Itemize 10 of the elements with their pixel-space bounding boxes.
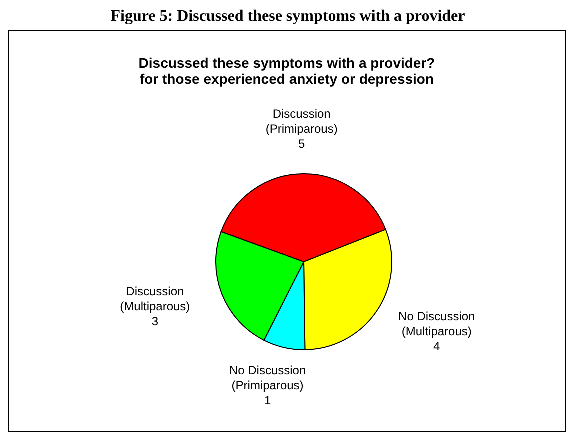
slice-label: Discussion (Primiparous)	[266, 107, 338, 136]
slice-label: Discussion (Multiparous)	[120, 284, 190, 314]
data-label: 4	[434, 339, 441, 354]
caption: Figure 5: Discussed these symptoms with a provider	[110, 8, 466, 27]
data-label: 1	[264, 394, 272, 408]
slice-label: No Discussion (Multiparous)	[398, 309, 476, 338]
chart-title: Discussed these symptoms with a provider? for those experienced anxiety or depression	[138, 55, 436, 87]
data-label: 3	[152, 314, 159, 329]
slice-label: No Discussion (Primiparous)	[229, 364, 306, 393]
data-label: 5	[298, 137, 306, 152]
